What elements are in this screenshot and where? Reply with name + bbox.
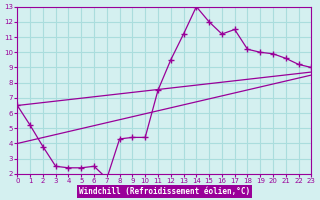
X-axis label: Windchill (Refroidissement éolien,°C): Windchill (Refroidissement éolien,°C) xyxy=(79,187,250,196)
